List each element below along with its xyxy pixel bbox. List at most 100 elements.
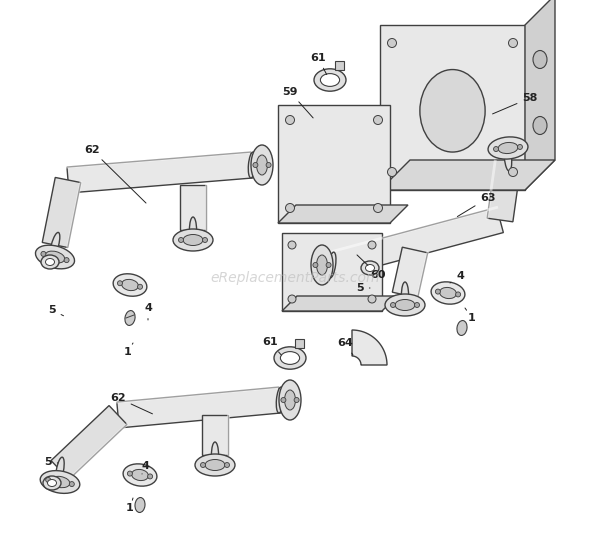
Polygon shape xyxy=(51,406,127,479)
Ellipse shape xyxy=(253,163,258,167)
Ellipse shape xyxy=(488,137,528,159)
Ellipse shape xyxy=(361,261,379,275)
Ellipse shape xyxy=(45,477,51,483)
Ellipse shape xyxy=(257,155,267,175)
Ellipse shape xyxy=(311,245,333,285)
Ellipse shape xyxy=(137,284,143,289)
Text: 5: 5 xyxy=(44,457,58,467)
Ellipse shape xyxy=(365,264,375,271)
Polygon shape xyxy=(278,205,408,223)
Ellipse shape xyxy=(498,142,518,154)
Ellipse shape xyxy=(385,294,425,316)
Ellipse shape xyxy=(48,479,57,486)
Ellipse shape xyxy=(225,462,230,468)
Ellipse shape xyxy=(274,347,306,369)
Ellipse shape xyxy=(435,289,440,294)
Ellipse shape xyxy=(56,457,64,483)
Ellipse shape xyxy=(279,380,301,420)
Ellipse shape xyxy=(189,217,196,243)
Ellipse shape xyxy=(183,234,203,246)
Ellipse shape xyxy=(288,241,296,249)
Ellipse shape xyxy=(368,295,376,303)
Ellipse shape xyxy=(316,255,327,275)
Ellipse shape xyxy=(504,145,512,171)
Ellipse shape xyxy=(533,117,547,134)
Ellipse shape xyxy=(195,454,235,476)
Polygon shape xyxy=(282,233,382,311)
Text: 1: 1 xyxy=(126,498,134,513)
Text: 4: 4 xyxy=(141,461,149,474)
Text: 1: 1 xyxy=(124,343,133,357)
Polygon shape xyxy=(278,105,390,223)
Ellipse shape xyxy=(50,232,60,257)
Polygon shape xyxy=(282,296,397,311)
Ellipse shape xyxy=(125,310,135,325)
Text: 63: 63 xyxy=(457,193,496,217)
Ellipse shape xyxy=(201,462,205,468)
Ellipse shape xyxy=(391,302,395,308)
Polygon shape xyxy=(380,160,555,190)
Text: 5: 5 xyxy=(356,283,370,293)
Ellipse shape xyxy=(179,238,183,242)
Ellipse shape xyxy=(148,474,153,479)
Ellipse shape xyxy=(509,167,517,177)
Ellipse shape xyxy=(41,255,59,269)
Ellipse shape xyxy=(373,116,382,125)
Ellipse shape xyxy=(122,279,139,291)
Ellipse shape xyxy=(50,476,70,488)
Ellipse shape xyxy=(284,390,296,410)
Ellipse shape xyxy=(43,476,61,490)
Ellipse shape xyxy=(388,167,396,177)
Ellipse shape xyxy=(313,263,318,268)
Ellipse shape xyxy=(35,245,74,269)
Text: 1: 1 xyxy=(465,308,476,323)
Ellipse shape xyxy=(64,258,69,263)
Ellipse shape xyxy=(276,387,284,413)
Text: 4: 4 xyxy=(450,271,464,283)
Text: 62: 62 xyxy=(110,393,152,414)
Ellipse shape xyxy=(431,282,465,304)
Polygon shape xyxy=(335,61,345,71)
Polygon shape xyxy=(392,247,428,298)
Ellipse shape xyxy=(320,74,340,86)
Ellipse shape xyxy=(127,471,132,476)
Ellipse shape xyxy=(415,302,419,308)
Ellipse shape xyxy=(113,274,147,296)
Ellipse shape xyxy=(326,263,331,268)
Ellipse shape xyxy=(328,252,336,278)
Ellipse shape xyxy=(395,300,415,310)
Text: 61: 61 xyxy=(262,337,281,355)
Ellipse shape xyxy=(368,241,376,249)
Ellipse shape xyxy=(41,251,46,256)
Polygon shape xyxy=(352,330,387,365)
Polygon shape xyxy=(202,415,228,455)
Ellipse shape xyxy=(45,258,54,265)
Polygon shape xyxy=(525,0,555,190)
Polygon shape xyxy=(295,339,304,348)
Polygon shape xyxy=(117,387,281,428)
Text: 59: 59 xyxy=(282,87,313,118)
Polygon shape xyxy=(180,185,206,230)
Polygon shape xyxy=(380,25,525,190)
Ellipse shape xyxy=(509,39,517,48)
Ellipse shape xyxy=(173,229,213,251)
Ellipse shape xyxy=(401,282,408,308)
Ellipse shape xyxy=(455,292,461,297)
Ellipse shape xyxy=(135,498,145,513)
Ellipse shape xyxy=(420,70,485,152)
Ellipse shape xyxy=(294,398,299,402)
Polygon shape xyxy=(67,152,253,193)
Ellipse shape xyxy=(202,238,208,242)
Text: eReplacementParts.com: eReplacementParts.com xyxy=(210,271,380,285)
Ellipse shape xyxy=(494,147,499,151)
Polygon shape xyxy=(329,208,503,278)
Text: 4: 4 xyxy=(144,303,152,320)
Ellipse shape xyxy=(40,471,80,493)
Text: 62: 62 xyxy=(84,145,146,203)
Ellipse shape xyxy=(440,287,457,299)
Text: 60: 60 xyxy=(357,255,386,280)
Ellipse shape xyxy=(373,203,382,212)
Text: 5: 5 xyxy=(48,305,64,316)
Ellipse shape xyxy=(286,116,294,125)
Ellipse shape xyxy=(457,320,467,335)
